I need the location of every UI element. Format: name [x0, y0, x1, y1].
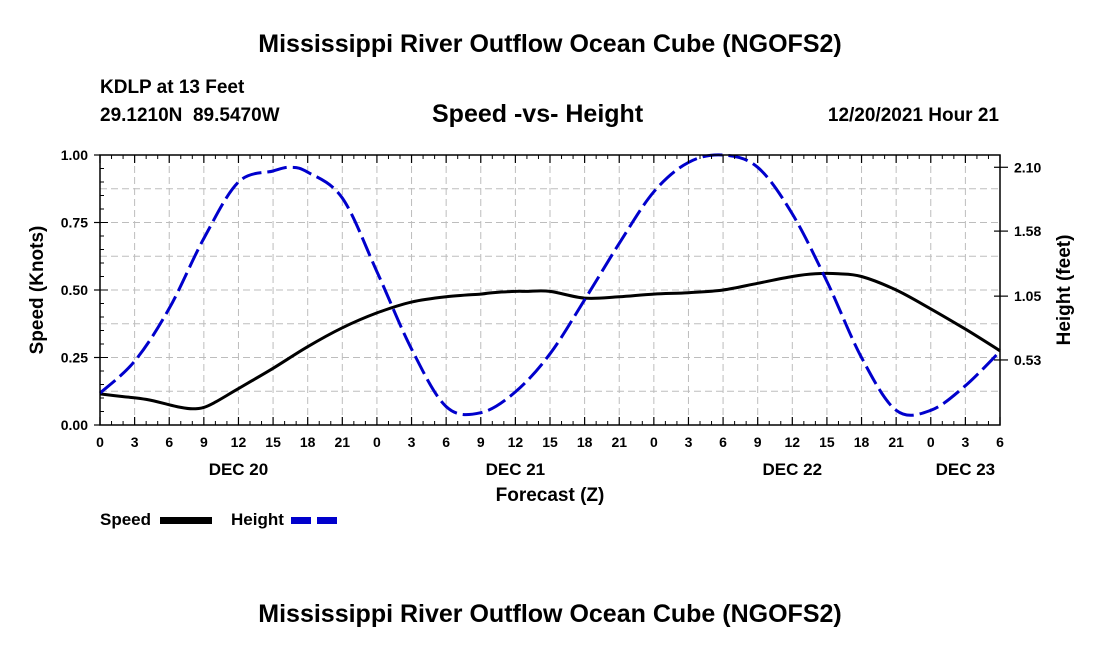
x-tick-label: 9 — [754, 434, 762, 450]
x-tick-label: 21 — [335, 434, 351, 450]
y2-tick-label: 1.58 — [1014, 223, 1041, 239]
x-tick-label: 9 — [200, 434, 208, 450]
date-label: DEC 21 — [486, 460, 546, 479]
x-tick-label: 0 — [373, 434, 381, 450]
x-tick-label: 15 — [542, 434, 558, 450]
x-tick-label: 0 — [650, 434, 658, 450]
x-tick-label: 9 — [477, 434, 485, 450]
x-tick-label: 18 — [300, 434, 316, 450]
x-tick-label: 0 — [96, 434, 104, 450]
y-tick-label: 0.00 — [61, 417, 88, 433]
y2-tick-label: 1.05 — [1014, 288, 1041, 304]
y2-tick-label: 0.53 — [1014, 352, 1041, 368]
legend-height-label: Height — [231, 510, 284, 529]
x-tick-label: 21 — [888, 434, 904, 450]
speed-height-chart: 0 3 6 9 12 15 18 21 0 3 6 9 12 15 18 21 0 3 6 9 12 15 18 21 0 3 6 0… — [27, 147, 1075, 506]
x-tick-label: 6 — [719, 434, 727, 450]
legend-speed-swatch — [160, 517, 212, 524]
x-tick-label: 6 — [165, 434, 173, 450]
station-label: KDLP at 13 Feet — [100, 77, 245, 98]
y-tick-label: 0.75 — [61, 215, 88, 231]
x-tick-label: 3 — [131, 434, 139, 450]
y-tick-label: 0.50 — [61, 282, 88, 298]
x-axis-title: Forecast (Z) — [496, 485, 605, 506]
bottom-chart-title: Mississippi River Outflow Ocean Cube (NG… — [258, 600, 842, 628]
series-lines — [98, 153, 1002, 417]
date-label: DEC 23 — [936, 460, 996, 479]
date-label: DEC 20 — [209, 460, 269, 479]
chart-subtitle: Speed -vs- Height — [432, 100, 644, 128]
x-tick-label: 21 — [611, 434, 627, 450]
speed-series-line — [99, 271, 1001, 411]
x-tick-label: 12 — [508, 434, 524, 450]
axis-ticks — [94, 154, 1008, 426]
x-tick-label: 3 — [408, 434, 416, 450]
x-tick-label: 18 — [577, 434, 593, 450]
legend-speed-label: Speed — [100, 510, 152, 529]
legend-height-swatch — [291, 517, 343, 524]
x-tick-label: 15 — [819, 434, 835, 450]
x-tick-label: 12 — [785, 434, 801, 450]
x-tick-label: 6 — [442, 434, 450, 450]
axis-labels: 0 3 6 9 12 15 18 21 0 3 6 9 12 15 18 21 0 3 6 9 12 15 18 21 0 3 6 0… — [27, 147, 1075, 506]
datetime-label: 12/20/2021 Hour 21 — [827, 105, 999, 126]
grid-lines — [100, 155, 1000, 425]
y-tick-label: 0.25 — [61, 350, 88, 366]
x-tick-label: 12 — [231, 434, 247, 450]
x-tick-label: 18 — [854, 434, 870, 450]
date-label: DEC 22 — [763, 460, 823, 479]
y-tick-label: 1.00 — [61, 147, 88, 163]
height-series-line — [98, 153, 1002, 417]
x-tick-label: 15 — [265, 434, 281, 450]
x-tick-label: 3 — [961, 434, 969, 450]
x-tick-label: 6 — [996, 434, 1004, 450]
x-tick-label: 3 — [685, 434, 693, 450]
y2-tick-label: 2.10 — [1014, 159, 1041, 175]
y-axis-title: Speed (Knots) — [27, 226, 48, 355]
x-tick-label: 0 — [927, 434, 935, 450]
y2-axis-title: Height (feet) — [1054, 235, 1075, 346]
coordinates-label: 29.1210N 89.5470W — [100, 105, 280, 126]
chart-title: Mississippi River Outflow Ocean Cube (NG… — [258, 30, 842, 58]
